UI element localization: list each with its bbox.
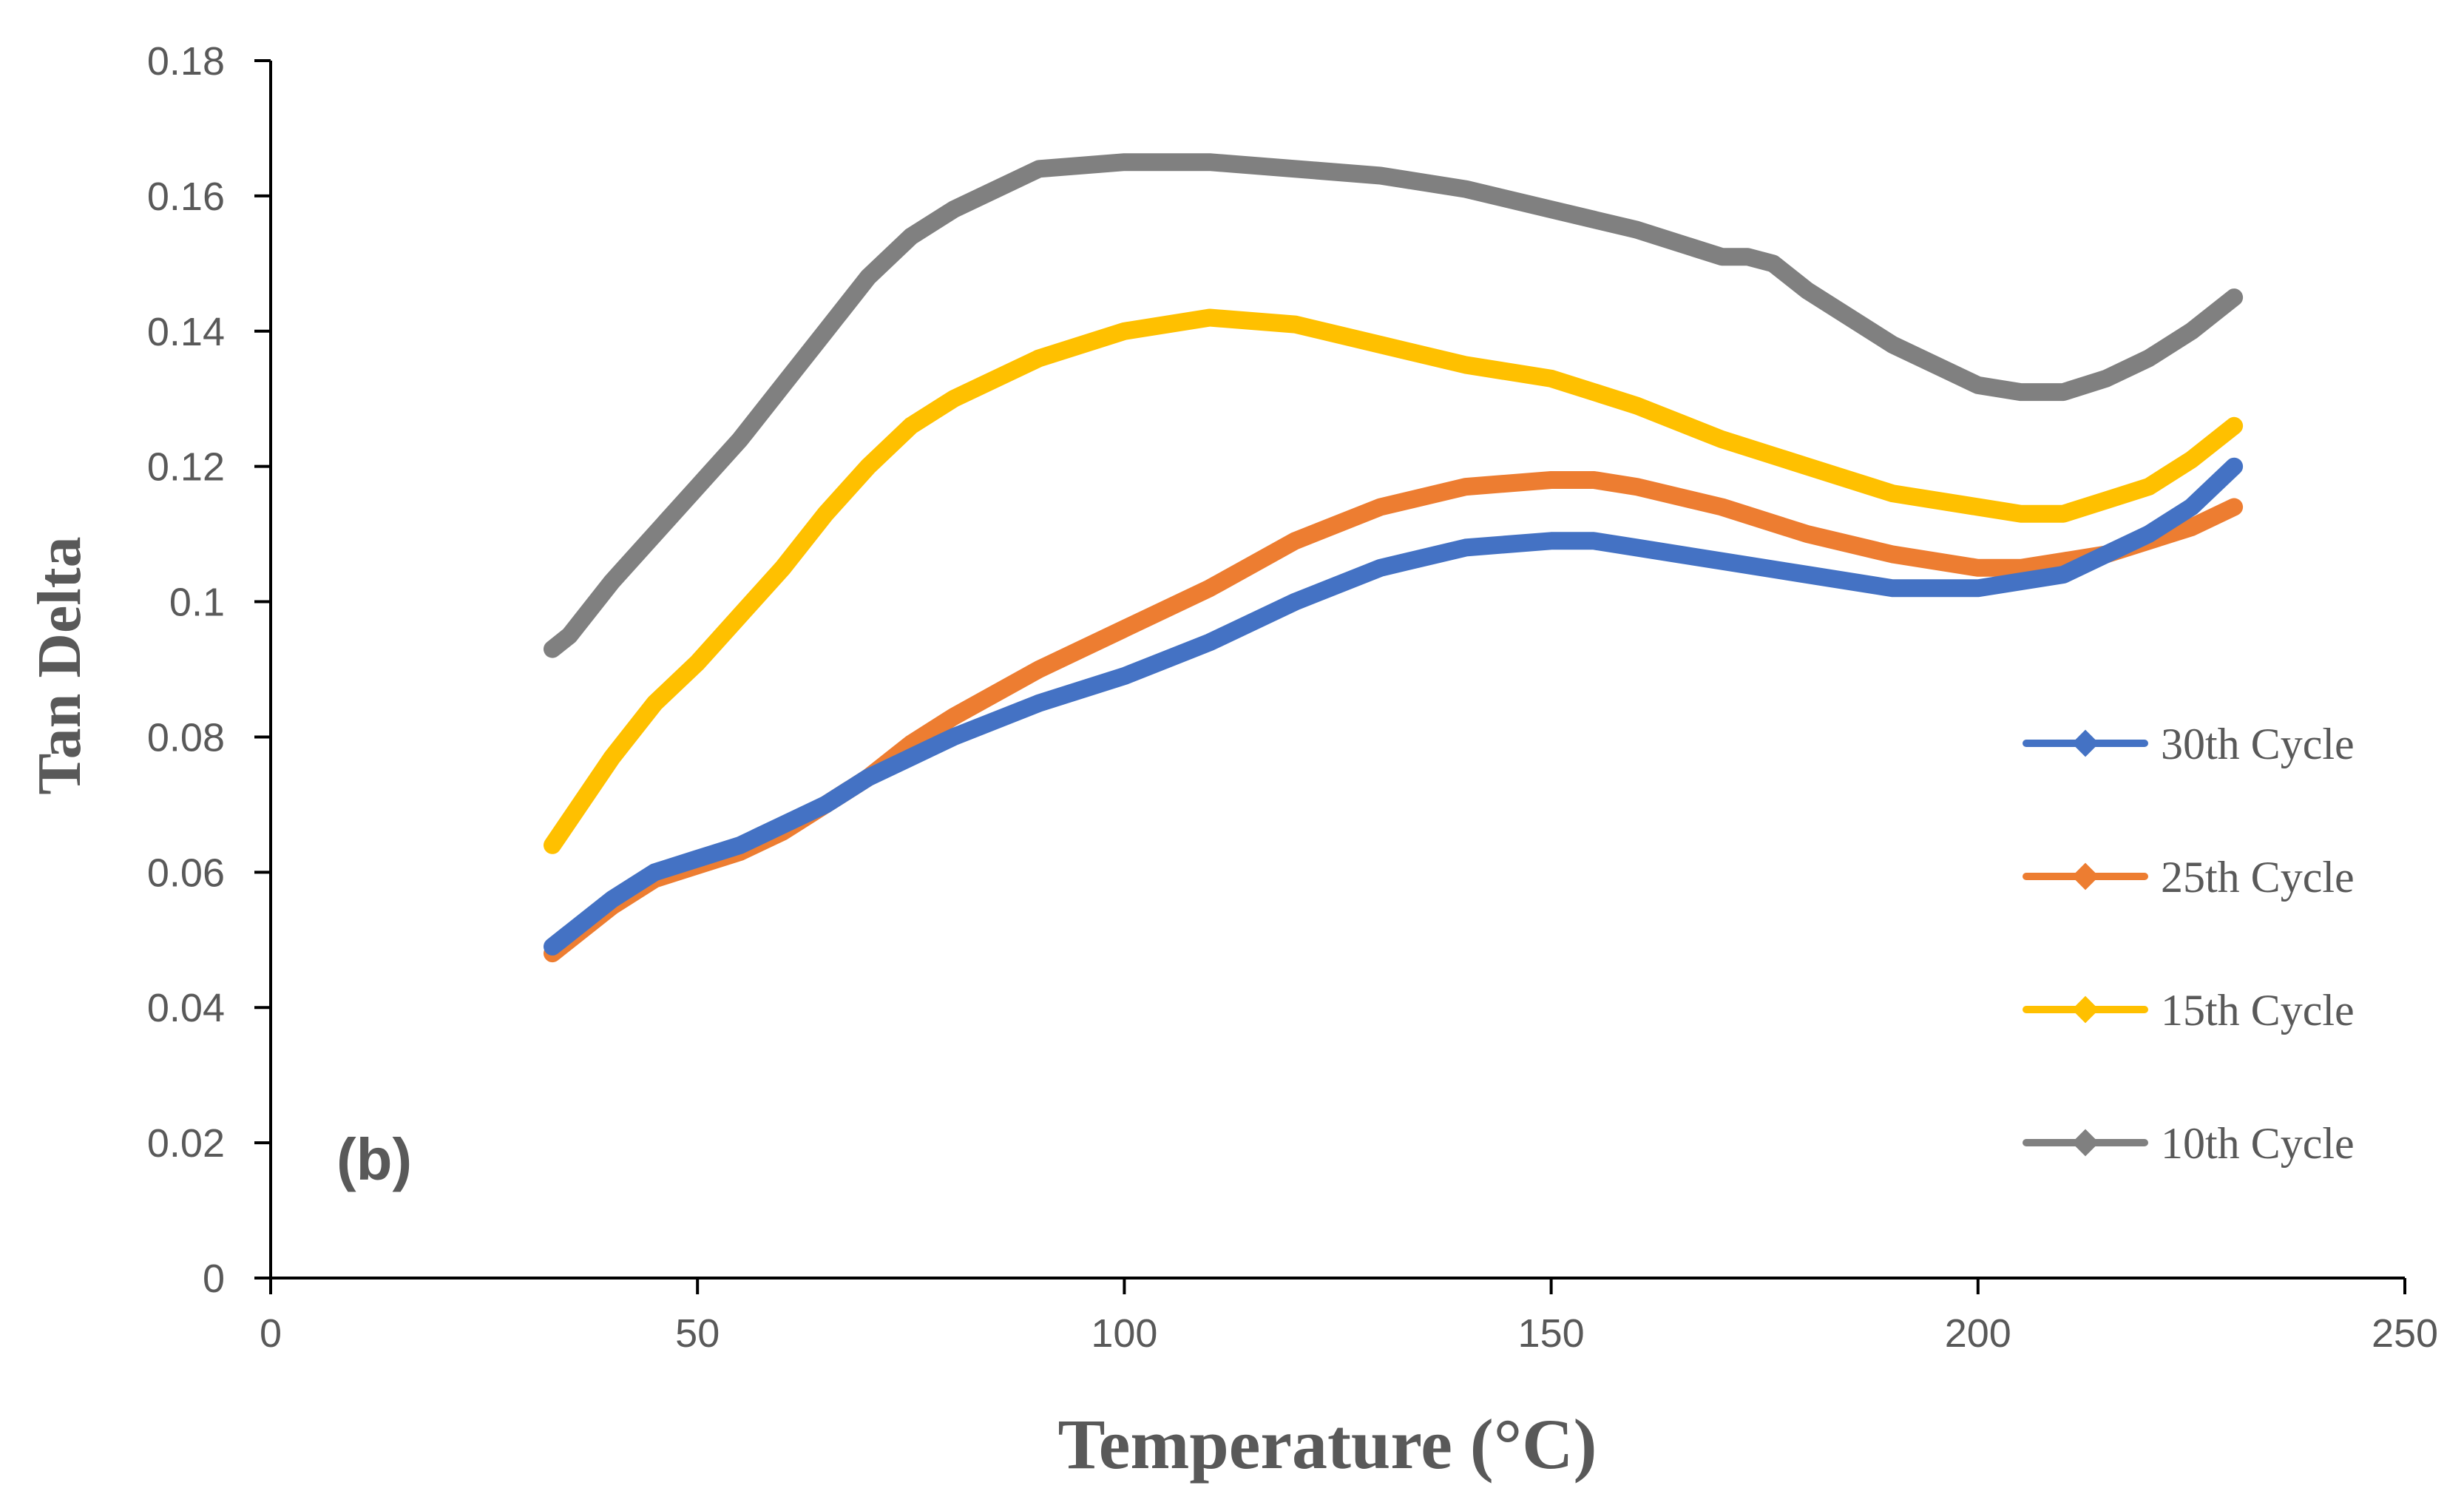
y-tick-label: 0.04 bbox=[147, 986, 225, 1030]
legend: 30th Cycle 25th Cycle 15th Cycle 10th Cycle bbox=[2023, 720, 2355, 1168]
series-line-15th-cycle bbox=[544, 308, 2244, 854]
x-axis-title: Temperature (°C) bbox=[1058, 1404, 1597, 1484]
series-line-10th-cycle bbox=[544, 153, 2244, 658]
legend-item-10th-cycle: 10th Cycle bbox=[2023, 1119, 2355, 1168]
y-tick-label: 0.02 bbox=[147, 1121, 225, 1166]
legend-label: 15th Cycle bbox=[2161, 986, 2355, 1035]
legend-label: 30th Cycle bbox=[2161, 720, 2355, 768]
y-tick-label: 0.12 bbox=[147, 445, 225, 490]
series-layer bbox=[544, 153, 2244, 963]
x-tick-label: 200 bbox=[1945, 1311, 2011, 1356]
y-tick-label: 0 bbox=[203, 1257, 225, 1301]
legend-label: 25th Cycle bbox=[2161, 853, 2355, 902]
x-tick-label: 100 bbox=[1091, 1311, 1157, 1356]
legend-diamond-marker bbox=[2071, 862, 2099, 890]
panel-label: (b) bbox=[336, 1126, 412, 1192]
x-tick-label: 50 bbox=[675, 1311, 720, 1356]
y-axis-title: Tan Delta bbox=[25, 536, 94, 794]
series-line-30th-cycle bbox=[544, 457, 2244, 956]
y-tick-label: 0.08 bbox=[147, 715, 225, 760]
legend-item-30th-cycle: 30th Cycle bbox=[2023, 720, 2355, 768]
legend-label: 10th Cycle bbox=[2161, 1119, 2355, 1168]
y-tick-label: 0.14 bbox=[147, 310, 225, 354]
legend-item-25th-cycle: 25th Cycle bbox=[2023, 853, 2355, 902]
y-tick-label: 0.06 bbox=[147, 851, 225, 895]
y-tick-label: 0.18 bbox=[147, 39, 225, 84]
y-tick-label: 0.1 bbox=[169, 581, 225, 625]
legend-diamond-marker bbox=[2071, 729, 2099, 757]
legend-diamond-marker bbox=[2071, 1129, 2099, 1157]
axes: 0 0.02 0.04 0.06 0.08 0.1 0.12 0.14 0.16 0.18 0 50 1… bbox=[147, 39, 2438, 1356]
x-tick-label: 250 bbox=[2372, 1311, 2438, 1356]
x-tick-label: 0 bbox=[260, 1311, 282, 1356]
y-tick-label: 0.16 bbox=[147, 175, 225, 219]
legend-item-15th-cycle: 15th Cycle bbox=[2023, 986, 2355, 1035]
x-tick-label: 150 bbox=[1518, 1311, 1585, 1356]
legend-diamond-marker bbox=[2071, 995, 2099, 1024]
